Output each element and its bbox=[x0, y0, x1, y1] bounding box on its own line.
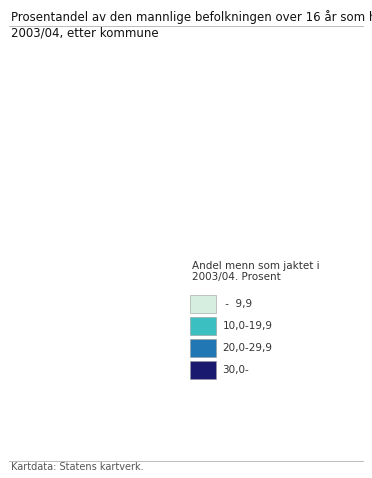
Text: -  9,9: - 9,9 bbox=[222, 299, 253, 309]
Text: Kartdata: Statens kartverk.: Kartdata: Statens kartverk. bbox=[11, 462, 144, 472]
Text: Prosentandel av den mannlige befolkningen over 16 år som har jaktet i
2003/04, e: Prosentandel av den mannlige befolkninge… bbox=[11, 11, 372, 40]
Text: 10,0-19,9: 10,0-19,9 bbox=[222, 321, 272, 331]
Text: 20,0-29,9: 20,0-29,9 bbox=[222, 343, 272, 353]
Text: 30,0-: 30,0- bbox=[222, 365, 249, 375]
Text: Andel menn som jaktet i
2003/04. Prosent: Andel menn som jaktet i 2003/04. Prosent bbox=[192, 261, 319, 282]
